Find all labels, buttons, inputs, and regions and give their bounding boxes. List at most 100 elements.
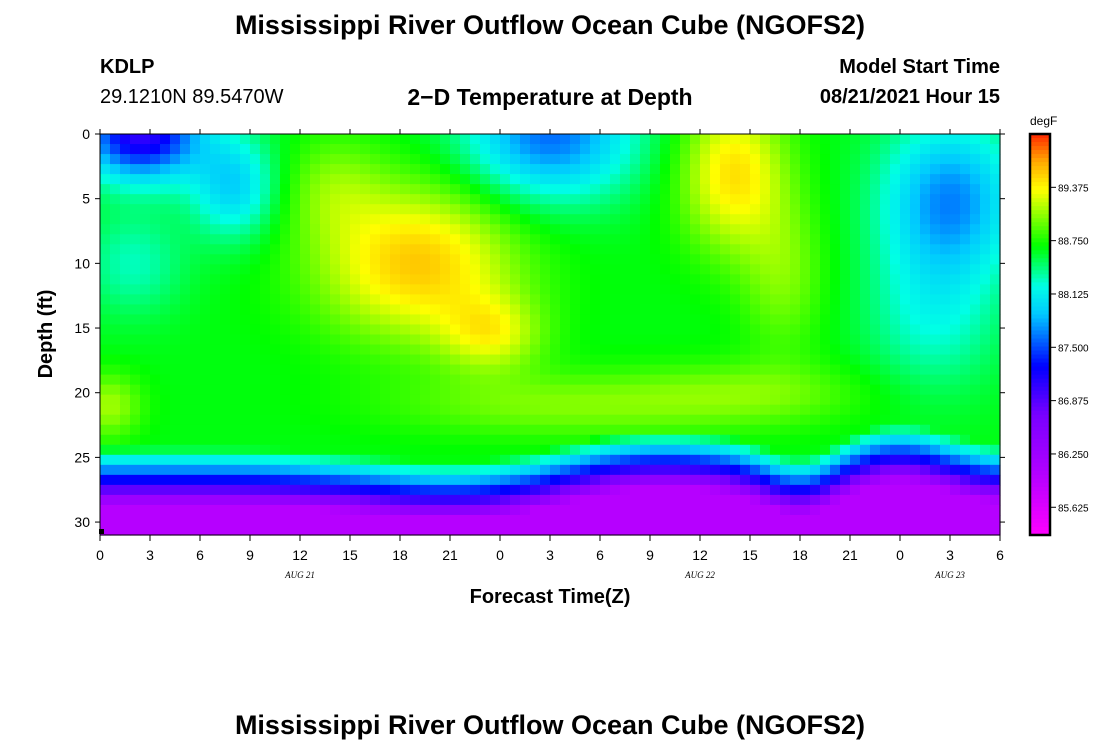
colorbar-segment <box>1030 506 1050 512</box>
heatmap-cell <box>290 444 301 456</box>
heatmap-cell <box>540 494 551 506</box>
heatmap-cell <box>470 174 481 185</box>
heatmap-cell <box>330 134 341 145</box>
heatmap-cell <box>640 284 651 295</box>
heatmap-cell <box>620 374 631 386</box>
heatmap-cell <box>230 224 241 235</box>
heatmap-cell <box>940 394 951 406</box>
colorbar-segment <box>1030 306 1050 312</box>
heatmap-cell <box>590 174 601 185</box>
heatmap-cell <box>400 404 411 416</box>
heatmap-cell <box>500 194 511 205</box>
heatmap-cell <box>220 234 231 245</box>
heatmap-cell <box>600 294 611 306</box>
heatmap-cell <box>370 234 381 245</box>
heatmap-cell <box>540 484 551 496</box>
heatmap-cell <box>590 254 601 265</box>
heatmap-cell <box>310 484 321 496</box>
heatmap-cell <box>760 344 771 356</box>
heatmap-cell <box>470 374 481 386</box>
heatmap-cell <box>640 434 651 446</box>
heatmap-cell <box>690 244 701 255</box>
heatmap-cell <box>650 324 661 336</box>
heatmap-cell <box>820 234 831 245</box>
heatmap-cell <box>260 184 271 195</box>
heatmap-cell <box>270 454 281 466</box>
heatmap-cell <box>150 384 161 396</box>
heatmap-cell <box>830 324 841 336</box>
heatmap-cell <box>550 224 561 235</box>
heatmap-cell <box>330 434 341 446</box>
heatmap-cell <box>390 254 401 265</box>
heatmap-cell <box>880 204 891 215</box>
heatmap-cell <box>440 334 451 346</box>
heatmap-cell <box>240 364 251 376</box>
heatmap-cell <box>690 494 701 506</box>
heatmap-cell <box>700 404 711 416</box>
heatmap-cell <box>980 444 991 456</box>
heatmap-cell <box>160 334 171 346</box>
heatmap-cell <box>630 214 641 225</box>
heatmap-cell <box>390 434 401 446</box>
heatmap-cell <box>640 324 651 336</box>
x-tick-label: 6 <box>996 547 1004 563</box>
heatmap-cell <box>560 434 571 446</box>
heatmap-cell <box>330 314 341 326</box>
heatmap-cell <box>160 484 171 496</box>
heatmap-cell <box>280 444 291 456</box>
heatmap-cell <box>840 454 851 466</box>
heatmap-cell <box>260 474 271 486</box>
heatmap-cell <box>440 504 451 516</box>
heatmap-cell <box>120 444 131 456</box>
heatmap-cell <box>500 484 511 496</box>
heatmap-cell <box>100 224 111 235</box>
heatmap-cell <box>320 254 331 265</box>
heatmap-cell <box>310 204 321 215</box>
heatmap-cell <box>520 234 531 245</box>
heatmap-cell <box>120 244 131 255</box>
heatmap-cell <box>300 274 311 285</box>
heatmap-cell <box>130 224 141 235</box>
heatmap-cell <box>730 154 741 165</box>
heatmap-cell <box>710 244 721 255</box>
heatmap-cell <box>460 434 471 446</box>
colorbar-segment <box>1030 366 1050 372</box>
heatmap-cell <box>490 194 501 205</box>
heatmap-cell <box>160 354 171 366</box>
x-tick-label: 21 <box>842 547 858 563</box>
heatmap-cell <box>270 224 281 235</box>
x-tick-label: 9 <box>646 547 654 563</box>
heatmap-cell <box>840 234 851 245</box>
heatmap-cell <box>710 444 721 456</box>
heatmap-cell <box>940 524 951 536</box>
colorbar-segment <box>1030 190 1050 195</box>
heatmap-cell <box>820 374 831 386</box>
heatmap-cell <box>330 374 341 386</box>
heatmap-cell <box>960 214 971 225</box>
heatmap-cell <box>590 464 601 476</box>
heatmap-cell <box>880 344 891 356</box>
colorbar-segment <box>1030 246 1050 251</box>
heatmap-cell <box>220 224 231 235</box>
heatmap-cell <box>420 304 431 316</box>
heatmap-cell <box>200 404 211 416</box>
heatmap-cell <box>220 164 231 175</box>
heatmap-cell <box>390 244 401 255</box>
heatmap-cell <box>990 194 1001 205</box>
heatmap-cell <box>670 384 681 396</box>
heatmap-cell <box>390 334 401 346</box>
heatmap-cell <box>150 354 161 366</box>
heatmap-cell <box>590 344 601 356</box>
heatmap-cell <box>450 184 461 195</box>
heatmap-cell <box>200 384 211 396</box>
heatmap-cell <box>510 464 521 476</box>
origin-marker <box>99 529 104 534</box>
heatmap-cell <box>360 164 371 175</box>
heatmap-cell <box>800 484 811 496</box>
heatmap-cell <box>510 354 521 366</box>
heatmap-cell <box>960 404 971 416</box>
heatmap-cell <box>680 464 691 476</box>
heatmap-cell <box>370 424 381 436</box>
heatmap-cell <box>400 284 411 295</box>
heatmap-cell <box>840 484 851 496</box>
